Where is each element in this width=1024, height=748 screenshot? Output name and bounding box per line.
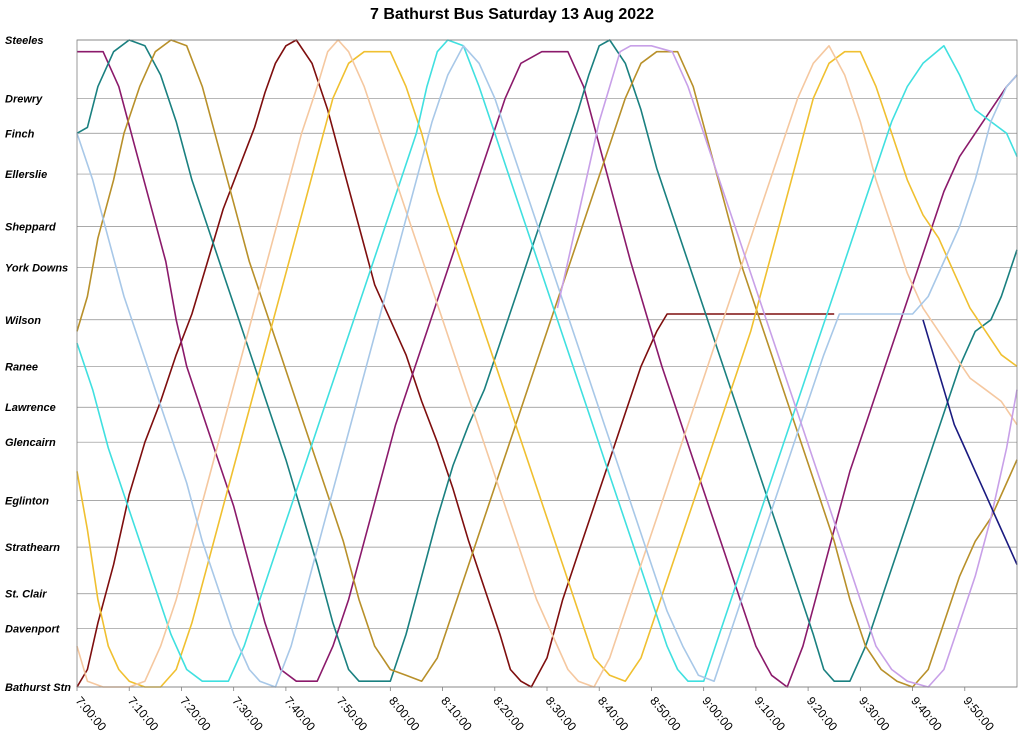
time-axis-labels: 7:00:00 7:10:00 7:20:00 7:30:00 7:40:00 7:50:…	[73, 687, 997, 734]
stop-label: Finch	[5, 128, 35, 140]
bus-trace-line	[76, 45, 1018, 688]
stop-label: Drewry	[5, 93, 43, 105]
chart-title: 7 Bathurst Bus Saturday 13 Aug 2022	[370, 6, 654, 23]
time-tick-label: 7:00:00	[73, 694, 110, 734]
stop-label: Ellerslie	[5, 169, 47, 181]
time-tick-label: 7:30:00	[229, 694, 266, 734]
bus-trace-line	[77, 50, 1018, 688]
time-tick-label: 8:30:00	[543, 694, 580, 734]
bus-trace-line	[556, 45, 1018, 688]
time-tick-label: 9:50:00	[960, 694, 997, 734]
stop-label: Bathurst Stn	[5, 682, 71, 694]
time-tick-label: 7:10:00	[125, 694, 162, 734]
stop-label: Glencairn	[5, 437, 56, 449]
stop-label: Lawrence	[5, 402, 56, 414]
time-tick-label: 7:50:00	[334, 694, 371, 734]
stop-label: Eglinton	[5, 495, 49, 507]
stop-label: Sheppard	[5, 222, 56, 234]
time-tick-label: 7:40:00	[282, 694, 319, 734]
stop-label: Wilson	[5, 315, 41, 327]
stop-label: Ranee	[5, 361, 38, 373]
bus-trace-line	[922, 319, 1018, 565]
stop-label: Steeles	[5, 35, 44, 47]
time-tick-label: 9:30:00	[856, 694, 893, 734]
bus-trace-line	[76, 39, 1018, 688]
time-tick-label: 8:00:00	[386, 694, 423, 734]
bus-trace-line	[76, 39, 1018, 688]
stop-label: St. Clair	[5, 589, 47, 601]
time-tick-label: 8:20:00	[490, 694, 527, 734]
bus-traces	[76, 39, 1018, 688]
bus-trace-line	[76, 39, 1018, 682]
stop-labels: Steeles Drewry Finch Ellerslie Sheppard York …	[5, 35, 71, 694]
time-tick-label: 7:20:00	[177, 694, 214, 734]
stop-label: York Downs	[5, 262, 68, 274]
bus-trace-line	[76, 39, 835, 688]
stop-label: Strathearn	[5, 542, 60, 554]
bus-trace-line	[76, 50, 1018, 688]
time-tick-label: 9:00:00	[699, 694, 736, 734]
time-tick-label: 8:10:00	[438, 694, 475, 734]
time-tick-label: 9:20:00	[804, 694, 841, 734]
stop-label: Davenport	[5, 624, 61, 636]
bus-trace-line	[76, 39, 1018, 682]
time-tick-label: 8:50:00	[647, 694, 684, 734]
time-tick-label: 9:10:00	[752, 694, 789, 734]
time-tick-label: 8:40:00	[595, 694, 632, 734]
time-tick-label: 9:40:00	[908, 694, 945, 734]
